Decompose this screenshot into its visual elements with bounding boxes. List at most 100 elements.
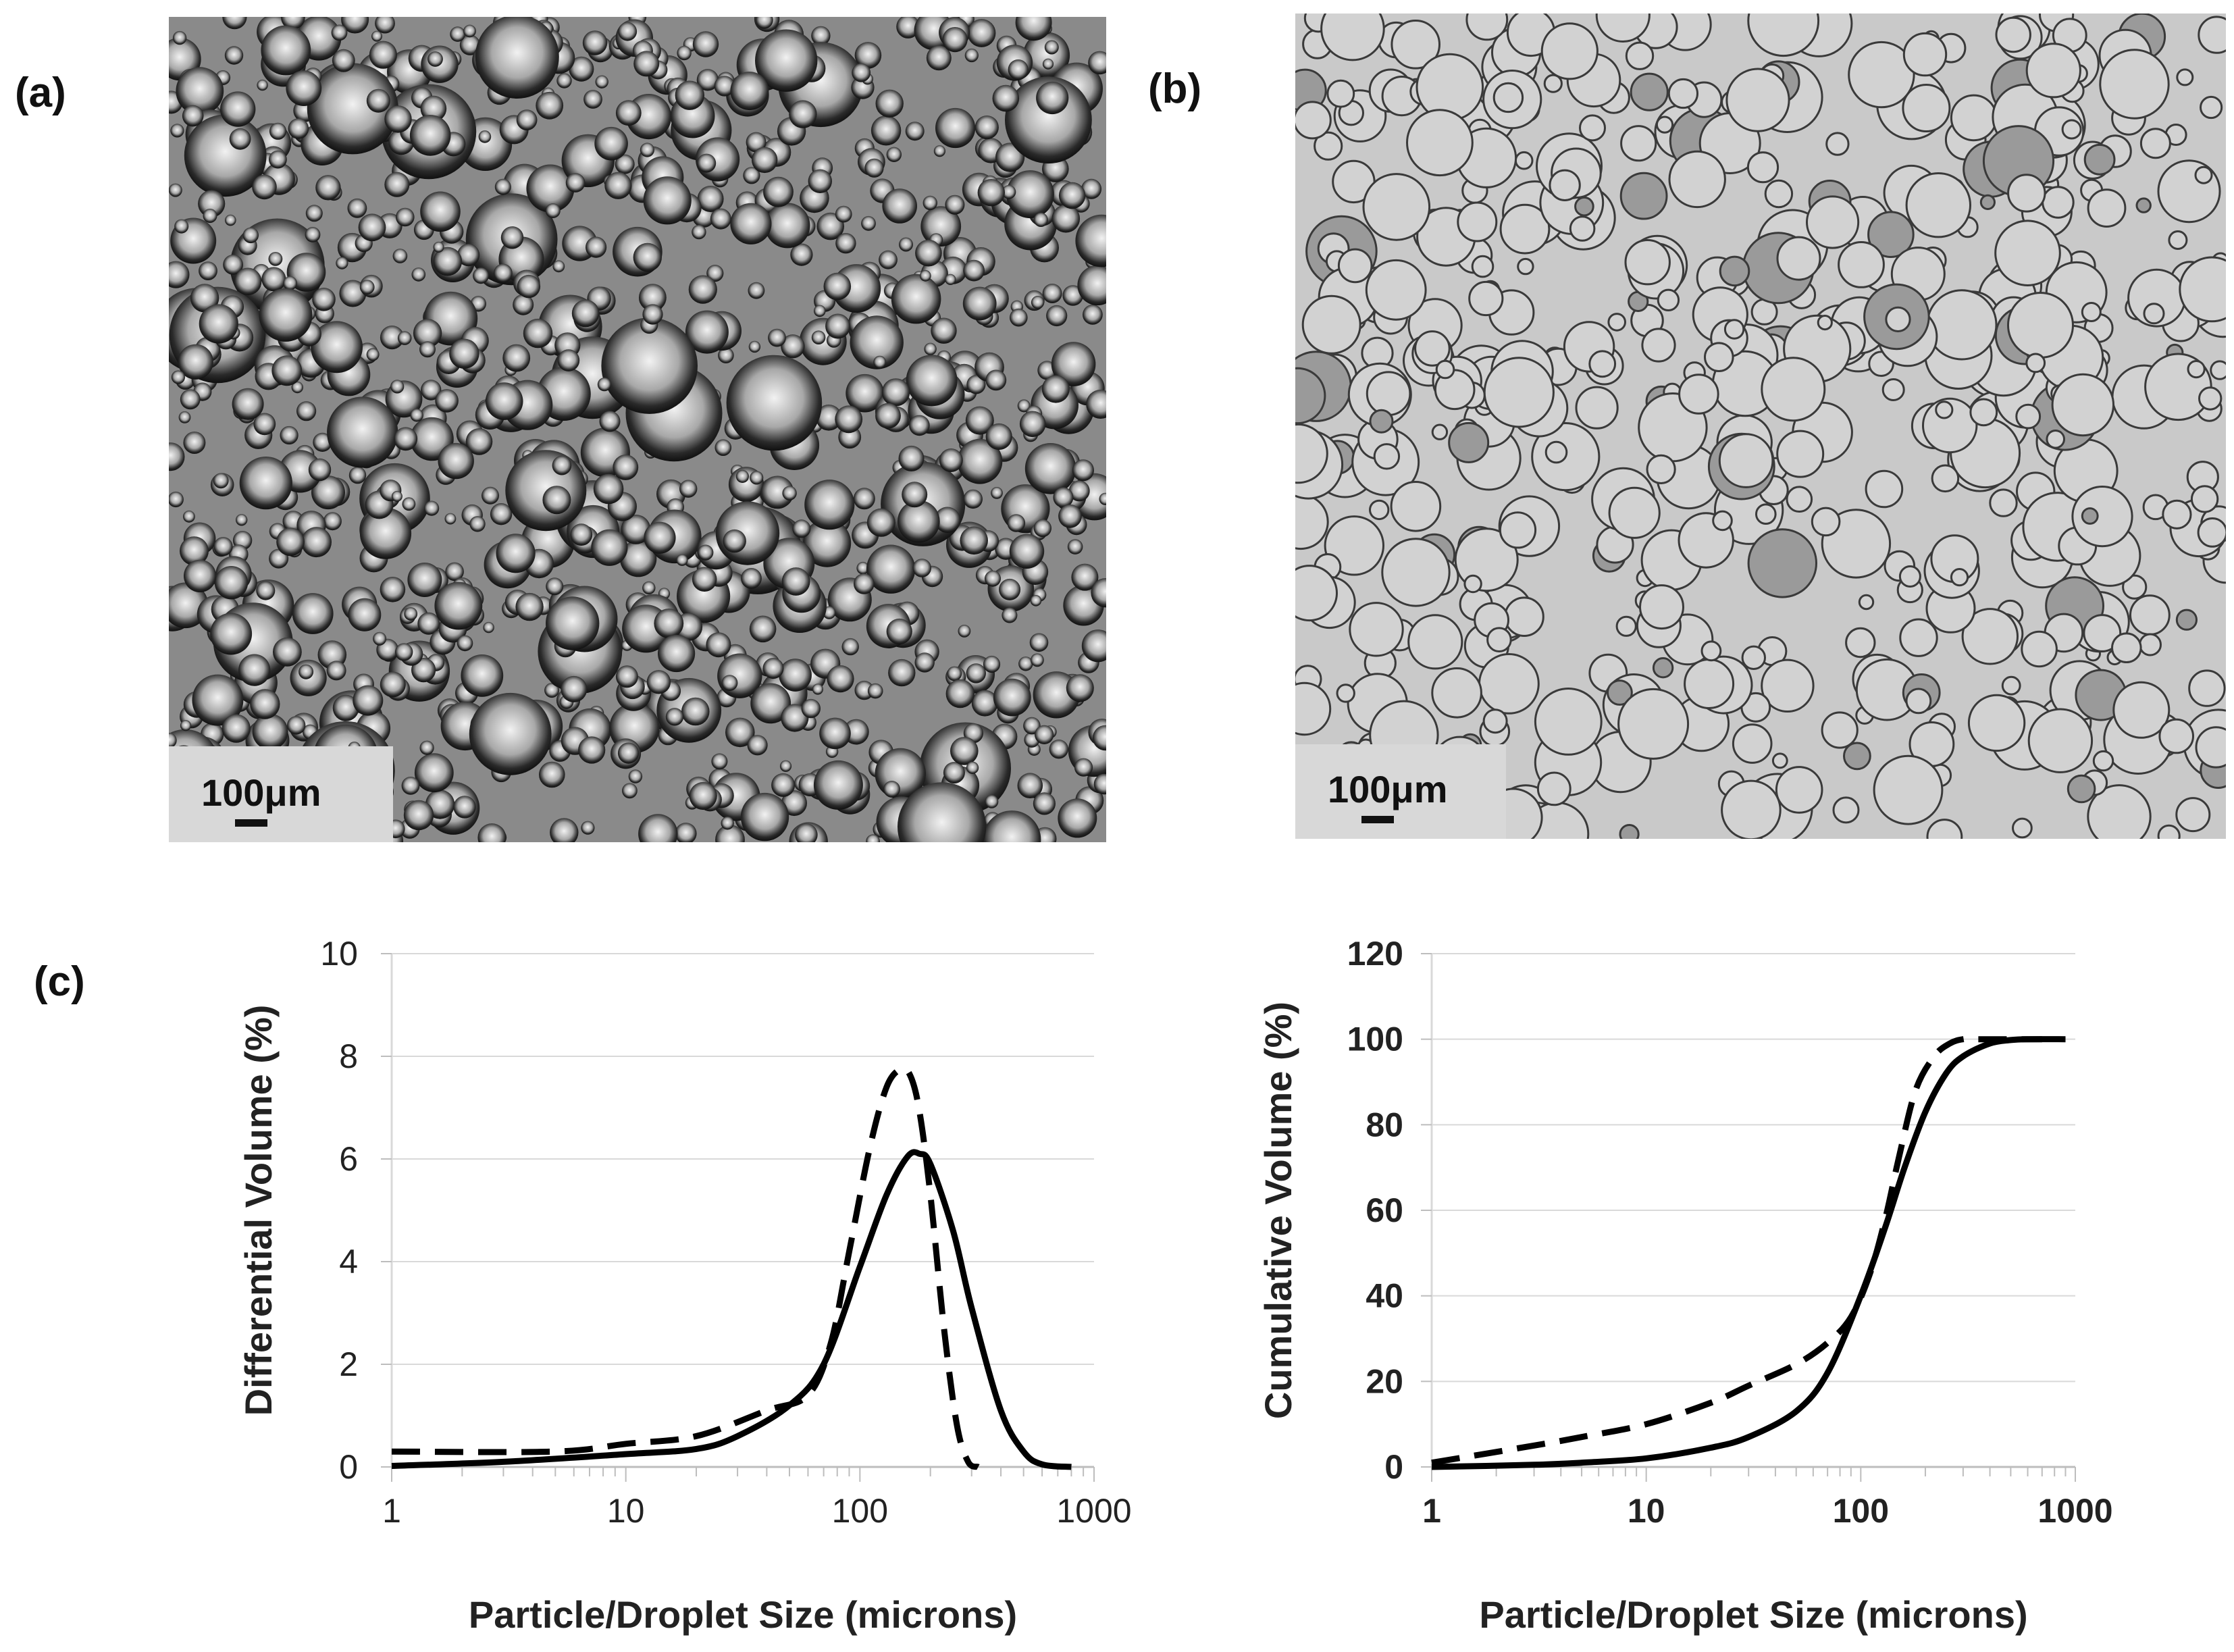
droplet: [1099, 492, 1106, 505]
y-tick-label: 0: [1384, 1448, 1403, 1486]
droplet: [1652, 657, 1674, 679]
droplet: [1657, 288, 1680, 311]
droplet: [881, 378, 910, 407]
droplet: [779, 760, 792, 772]
droplet: [461, 654, 504, 697]
droplet: [469, 516, 486, 532]
droplet: [1575, 386, 1619, 430]
droplet: [2168, 230, 2188, 250]
droplet: [697, 153, 717, 173]
droplet: [313, 432, 332, 453]
droplet: [1044, 40, 1059, 55]
droplet: [977, 179, 1006, 207]
droplet: [1002, 184, 1016, 199]
droplet: [198, 190, 226, 217]
droplet: [327, 396, 398, 468]
droplet: [323, 512, 342, 531]
droplet: [1018, 656, 1033, 671]
droplet: [1448, 421, 1490, 463]
droplet: [1083, 305, 1103, 325]
droplet: [1074, 758, 1093, 777]
droplet: [394, 427, 418, 451]
droplet: [915, 239, 942, 267]
droplet: [2087, 784, 2152, 839]
droplet: [513, 294, 534, 315]
droplet: [311, 321, 363, 373]
droplet: [964, 48, 979, 63]
droplet: [1811, 507, 1841, 537]
droplet: [1435, 359, 1455, 380]
droplet: [1668, 150, 1726, 209]
droplet: [402, 497, 416, 511]
droplet: [992, 84, 1020, 112]
scale-bar-line-b: [1361, 816, 1394, 823]
droplet: [384, 105, 412, 133]
droplet: [312, 288, 336, 311]
droplet: [485, 382, 523, 420]
x-axis-title: Particle/Droplet Size (microns): [469, 1593, 1017, 1636]
droplet: [935, 107, 976, 149]
droplet: [676, 554, 688, 566]
droplet: [353, 685, 384, 716]
droplet: [985, 423, 1012, 450]
droplet: [679, 480, 698, 498]
droplet: [2139, 128, 2171, 159]
droplet: [477, 823, 506, 842]
droplet: [1935, 401, 1954, 419]
droplet: [192, 674, 244, 726]
droplet: [169, 261, 190, 288]
droplet: [1086, 390, 1106, 419]
droplet: [288, 118, 309, 139]
droplet: [435, 389, 459, 413]
droplet: [599, 411, 621, 432]
droplet: [296, 401, 317, 421]
droplet: [752, 147, 778, 174]
droplet: [1007, 514, 1026, 532]
droplet: [2135, 197, 2152, 213]
droplet: [854, 573, 875, 594]
droplet: [392, 249, 408, 263]
y-tick-label: 2: [339, 1345, 358, 1383]
droplet: [404, 607, 418, 621]
droplet: [286, 70, 322, 106]
droplet: [1543, 74, 1563, 93]
droplet: [545, 203, 561, 218]
droplet: [1369, 499, 1390, 521]
droplet: [2025, 43, 2081, 99]
droplet: [1902, 32, 1948, 77]
droplet: [1905, 688, 1932, 715]
droplet: [1821, 711, 1859, 749]
droplet: [792, 519, 811, 538]
droplet: [1033, 792, 1056, 815]
droplet: [1024, 443, 1076, 494]
droplet: [1336, 683, 1355, 703]
droplet: [933, 145, 945, 157]
droplet: [835, 205, 852, 223]
droplet: [2021, 630, 2058, 668]
droplet: [1017, 399, 1031, 413]
droplet: [1569, 215, 1596, 242]
droplet: [646, 670, 671, 694]
droplet: [348, 466, 367, 484]
droplet: [276, 527, 305, 557]
droplet: [326, 661, 346, 681]
droplet: [883, 781, 900, 798]
droplet: [891, 274, 941, 324]
droplet: [675, 823, 697, 842]
droplet: [1775, 766, 1823, 814]
droplet: [1414, 330, 1451, 367]
droplet: [1873, 754, 1944, 825]
droplet: [250, 689, 280, 719]
x-tick-label: 1000: [2037, 1492, 2112, 1530]
droplet: [229, 128, 251, 150]
droplet: [902, 482, 928, 508]
droplet: [502, 344, 531, 372]
droplet: [1607, 313, 1627, 332]
droplet: [781, 567, 810, 596]
droplet: [366, 348, 380, 361]
droplet: [1031, 653, 1044, 667]
droplet: [615, 100, 642, 126]
droplet: [396, 207, 415, 227]
droplet: [213, 537, 233, 557]
